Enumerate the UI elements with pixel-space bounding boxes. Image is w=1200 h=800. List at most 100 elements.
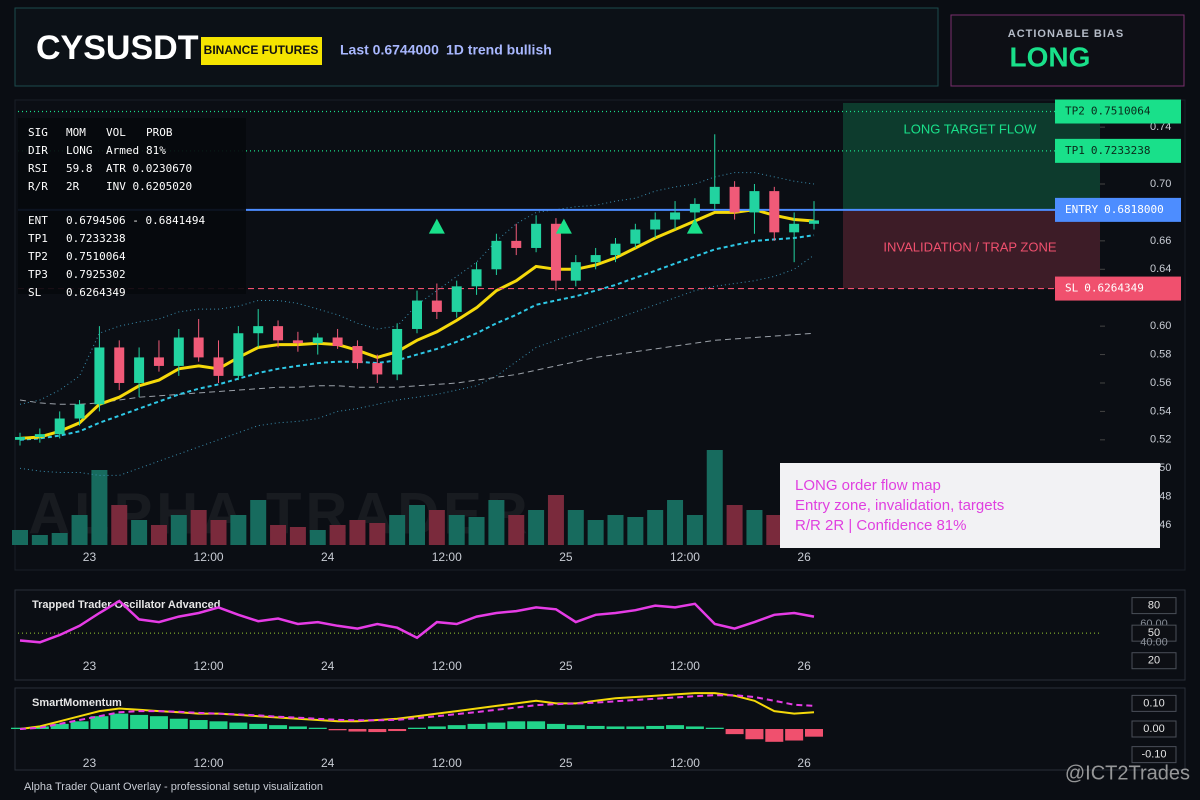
y-tick-label: 0.54 (1150, 405, 1171, 417)
signal-marker (428, 218, 445, 234)
info-cell: R/R (28, 180, 48, 193)
momentum-bar (110, 713, 129, 729)
volume-bar (567, 510, 584, 545)
level-value: 0.7233238 (1091, 144, 1151, 157)
overlay-line (19, 332, 815, 405)
info-cell: VOL (106, 126, 126, 139)
y-tick-label: 0.60 (1150, 320, 1171, 332)
info-table-bg (18, 118, 246, 294)
oscillator-line (19, 599, 815, 644)
momentum-bar (666, 725, 685, 729)
volume-bar (528, 510, 545, 545)
y-tick-label: 0.66 (1150, 235, 1171, 247)
momentum-bar (388, 729, 407, 732)
panel-title: SmartMomentum (32, 697, 122, 709)
info-cell: 2R (66, 180, 80, 193)
last-price: Last 0.6744000 (340, 42, 439, 58)
volume-bar (766, 515, 783, 545)
y-tick-label: 0.70 (1150, 178, 1171, 190)
candle-body (670, 212, 681, 220)
x-tick-label: 12:00 (432, 550, 462, 564)
tick-box (1131, 720, 1177, 738)
momentum-bar (368, 729, 387, 733)
candle-body (451, 286, 462, 312)
tick-box (1131, 624, 1177, 642)
volume-bar (250, 500, 267, 545)
volume-bar (547, 495, 564, 545)
candle-body (74, 404, 85, 419)
volume-bar (270, 525, 287, 545)
momentum-bar (189, 720, 208, 729)
momentum-bar (308, 727, 327, 729)
x-tick-label: 12:00 (432, 659, 462, 673)
momentum-bar (626, 726, 645, 729)
level-tag-text: SL 0.6264349 (1065, 282, 1144, 295)
momentum-bar (586, 725, 605, 729)
level-tag-text: ENTRY 0.6818000 (1065, 203, 1164, 216)
momentum-bar (705, 727, 724, 729)
panel-title: Trapped Trader Oscillator Advanced (32, 599, 221, 611)
candle-body (153, 357, 164, 366)
level-value: 0.7510064 (1091, 105, 1151, 118)
level-name: SL (1065, 282, 1079, 295)
candle-body (511, 240, 522, 248)
candle-body (709, 186, 720, 204)
x-tick-label: 12:00 (194, 550, 224, 564)
y-tick-label: 80 (1148, 600, 1160, 612)
candle-body (292, 340, 303, 344)
candle-body (392, 328, 403, 375)
x-tick-label: 25 (559, 659, 573, 673)
y-tick-label: 50 (1148, 627, 1160, 639)
candle-body (94, 347, 105, 405)
x-tick-label: 23 (83, 550, 97, 564)
overlay-line (19, 234, 815, 441)
candle-body (253, 326, 264, 334)
candle-body (193, 337, 204, 358)
level-tag (1055, 276, 1181, 301)
volume-bar (428, 510, 445, 545)
bias-label: ACTIONABLE BIAS (1008, 28, 1124, 40)
info-cell: ENT (28, 214, 48, 227)
volume-bar (289, 527, 306, 545)
volume-bar (448, 515, 465, 545)
momentum-bar (546, 723, 565, 729)
level-tag (1055, 99, 1181, 124)
momentum-bar (566, 725, 585, 729)
level-name: TP1 (1065, 144, 1085, 157)
volume-bar (369, 523, 386, 545)
candle-body (412, 300, 422, 329)
tick-box (1131, 652, 1177, 670)
candle-body (491, 240, 502, 270)
y-tick-label: 0.10 (1143, 697, 1164, 709)
level-tag (1055, 197, 1181, 222)
x-tick-label: 25 (559, 550, 573, 564)
y-tick-label: 0.56 (1150, 377, 1171, 389)
volume-bar (210, 520, 227, 545)
trend: 1D trend bullish (446, 42, 552, 58)
info-cell: TP3 (28, 268, 48, 281)
volume-bar (131, 520, 148, 545)
candle-body (34, 434, 45, 437)
zone-label: INVALIDATION / TRAP ZONE (883, 239, 1056, 254)
candle-body (749, 191, 760, 213)
volume-bar (508, 515, 525, 545)
candle-body (471, 269, 482, 287)
info-cell: PROB (146, 126, 173, 139)
volume-bar (409, 505, 425, 545)
info-cell: TP2 (28, 250, 48, 263)
volume-bar (726, 505, 743, 545)
zone-label: LONG TARGET FLOW (904, 121, 1038, 136)
volume-bar (329, 525, 346, 545)
volume-bar (627, 517, 644, 545)
volume-bar (607, 515, 624, 545)
volume-bar (230, 515, 247, 545)
candle-body (689, 203, 700, 213)
candle-body (114, 347, 125, 383)
x-tick-label: 26 (797, 756, 811, 770)
momentum-bar (685, 726, 704, 729)
osc-panel (14, 589, 1186, 681)
momentum-bar (130, 714, 149, 729)
candle-body (769, 191, 780, 233)
y-tick-label: 0.00 (1143, 723, 1164, 735)
